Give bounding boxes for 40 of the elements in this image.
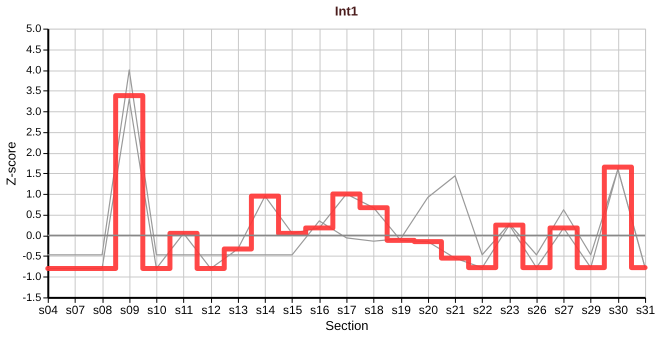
y-tick-label: 2.0 <box>26 147 42 160</box>
x-tick-label: s30 <box>608 302 628 317</box>
x-tick-label: s22 <box>473 302 493 317</box>
y-tick-label: 4.0 <box>26 64 42 76</box>
x-tick-label: s21 <box>446 302 466 317</box>
y-tick-label: 1.5 <box>26 168 42 180</box>
x-tick-label: s31 <box>636 302 656 317</box>
x-tick-label: s20 <box>418 302 438 317</box>
x-tick-label: s19 <box>392 302 412 317</box>
x-tick-label: s23 <box>500 302 520 317</box>
x-tick-label: s14 <box>256 302 276 317</box>
x-tick-label: s16 <box>310 302 330 317</box>
y-tick-label: -0.5 <box>22 250 42 263</box>
x-tick-label: s13 <box>228 302 248 317</box>
x-tick-label: s12 <box>202 302 222 317</box>
x-tick-label: s07 <box>66 302 86 317</box>
y-tick-label: 1.0 <box>26 188 42 201</box>
x-tick-label: s18 <box>364 302 384 317</box>
y-tick-label: 4.5 <box>26 44 42 56</box>
y-axis-title: Z-score <box>3 142 18 186</box>
y-tick-label: 0.5 <box>26 209 42 222</box>
x-tick-label: s11 <box>174 302 194 317</box>
x-tick-label: s29 <box>582 302 602 317</box>
y-tick-label: 2.5 <box>26 126 42 138</box>
y-tick-label: -1.5 <box>22 292 42 304</box>
y-tick-label: 0.0 <box>26 230 42 242</box>
x-tick-label: s27 <box>554 302 574 317</box>
x-tick-label: s09 <box>120 302 140 317</box>
x-axis-title: Section <box>325 318 368 333</box>
y-tick-label: -1.0 <box>22 271 42 284</box>
x-tick-label: s08 <box>92 302 113 317</box>
x-tick-label: s26 <box>527 302 547 317</box>
x-tick-label: s17 <box>337 302 357 317</box>
y-tick-label: 3.0 <box>26 106 42 118</box>
x-tick-label: s04 <box>38 302 58 317</box>
x-tick-label: s15 <box>283 302 303 317</box>
y-tick-label: 5.0 <box>26 23 42 36</box>
y-tick-label: 3.5 <box>26 85 42 98</box>
x-tick-label: s10 <box>147 302 167 317</box>
chart-title: Int1 <box>334 4 358 19</box>
